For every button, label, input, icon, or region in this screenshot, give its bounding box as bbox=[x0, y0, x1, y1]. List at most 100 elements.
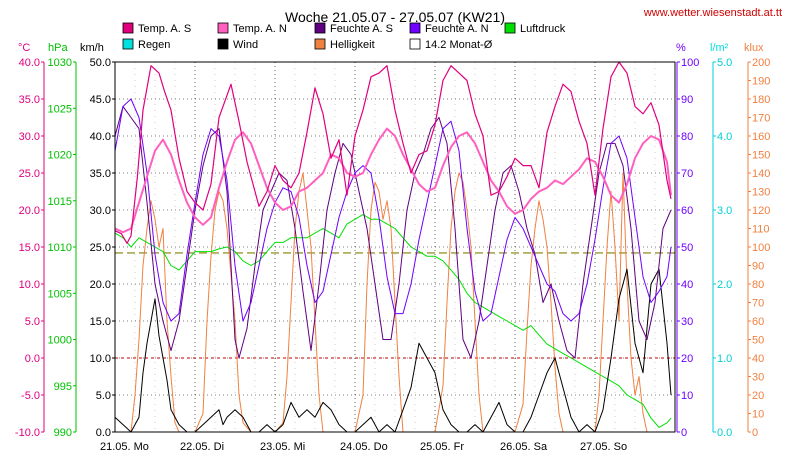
temp-tick: 5.0 bbox=[25, 316, 40, 328]
x-tick-label: 23.05. Mi bbox=[260, 441, 305, 453]
series-temp-a-n bbox=[114, 127, 672, 234]
source-url: www.wetter.wiesenstadt.at.tt bbox=[643, 7, 782, 19]
series-wind bbox=[114, 268, 672, 433]
light-tick: 120 bbox=[752, 205, 770, 217]
series-luftdruck bbox=[114, 214, 672, 428]
temp-tick: 20.0 bbox=[19, 205, 40, 217]
temp-tick: -5.0 bbox=[21, 390, 40, 402]
wind-tick: 50.0 bbox=[90, 57, 111, 69]
unit-pressure: hPa bbox=[48, 42, 68, 54]
reference-lines bbox=[115, 252, 675, 359]
light-tick: 90 bbox=[752, 261, 764, 273]
humidity-tick: 50 bbox=[681, 242, 693, 254]
humidity-tick: 10 bbox=[681, 390, 693, 402]
legend-label: Regen bbox=[138, 39, 170, 51]
unit-rain: l/m² bbox=[710, 42, 729, 54]
temp-tick: 25.0 bbox=[19, 168, 40, 180]
wind-tick: 30.0 bbox=[90, 205, 111, 217]
light-tick: 20 bbox=[752, 390, 764, 402]
humidity-tick: 80 bbox=[681, 131, 693, 143]
pressure-tick: 1015 bbox=[48, 196, 72, 208]
temp-tick: 40.0 bbox=[19, 57, 40, 69]
pressure-tick: 995 bbox=[54, 381, 72, 393]
legend-label: 14.2 Monat-Ø bbox=[425, 39, 493, 51]
legend-swatch bbox=[504, 22, 516, 34]
legend-label: Helligkeit bbox=[330, 39, 375, 51]
light-tick: 190 bbox=[752, 76, 770, 88]
unit-humidity: % bbox=[676, 42, 686, 54]
temp-tick: 15.0 bbox=[19, 242, 40, 254]
legend-label: Wind bbox=[233, 39, 258, 51]
wind-tick: 0.0 bbox=[96, 427, 111, 439]
pressure-tick: 1030 bbox=[48, 57, 72, 69]
unit-wind: km/h bbox=[80, 42, 104, 54]
light-tick: 180 bbox=[752, 94, 770, 106]
legend-label: Temp. A. S bbox=[138, 23, 191, 35]
light-tick: 170 bbox=[752, 113, 770, 125]
wind-tick: 15.0 bbox=[90, 316, 111, 328]
rain-tick: 5.0 bbox=[717, 57, 732, 69]
humidity-tick: 100 bbox=[681, 57, 699, 69]
light-tick: 0 bbox=[752, 427, 758, 439]
pressure-tick: 1005 bbox=[48, 288, 72, 300]
pressure-tick: 1000 bbox=[48, 335, 72, 347]
x-tick-label: 26.05. Sa bbox=[500, 441, 548, 453]
light-tick: 160 bbox=[752, 131, 770, 143]
wind-tick: 25.0 bbox=[90, 242, 111, 254]
rain-tick: 4.0 bbox=[717, 131, 732, 143]
x-tick-label: 24.05. Do bbox=[340, 441, 388, 453]
light-tick: 40 bbox=[752, 353, 764, 365]
pressure-tick: 990 bbox=[54, 427, 72, 439]
legend-swatch bbox=[314, 38, 326, 50]
wind-tick: 5.0 bbox=[96, 390, 111, 402]
light-tick: 140 bbox=[752, 168, 770, 180]
legend-swatch bbox=[122, 38, 134, 50]
humidity-tick: 90 bbox=[681, 94, 693, 106]
light-tick: 200 bbox=[752, 57, 770, 69]
rain-tick: 2.0 bbox=[717, 279, 732, 291]
legend-swatch bbox=[409, 22, 421, 34]
y-axes: 40.0 35.0 30.0 25.0 20.0 15.0 10.0 5.0 0.0 -5.0 -1… bbox=[15, 57, 770, 439]
series-feuchte-a-s bbox=[114, 105, 672, 359]
light-tick: 80 bbox=[752, 279, 764, 291]
rain-tick: 3.0 bbox=[717, 205, 732, 217]
legend-swatch bbox=[409, 38, 421, 50]
wind-tick: 45.0 bbox=[90, 94, 111, 106]
x-axis: 21.05. Mo 22.05. Di 23.05. Mi 24.05. Do 25.0… bbox=[100, 441, 627, 453]
pressure-tick: 1010 bbox=[48, 242, 72, 254]
legend-label: Temp. A. N bbox=[233, 23, 287, 35]
legend: Temp. A. S Temp. A. N Feuchte A. S Feuchte … bbox=[122, 22, 566, 51]
humidity-tick: 40 bbox=[681, 279, 693, 291]
humidity-tick: 70 bbox=[681, 168, 693, 180]
rain-tick: 1.0 bbox=[717, 353, 732, 365]
humidity-tick: 0 bbox=[681, 427, 687, 439]
x-tick-label: 22.05. Di bbox=[180, 441, 224, 453]
light-tick: 100 bbox=[752, 242, 770, 254]
wind-tick: 20.0 bbox=[90, 279, 111, 291]
unit-light: klux bbox=[744, 42, 764, 54]
temp-tick: 10.0 bbox=[19, 279, 40, 291]
wind-tick: 35.0 bbox=[90, 168, 111, 180]
temp-tick: 0.0 bbox=[25, 353, 40, 365]
temp-tick: 30.0 bbox=[19, 131, 40, 143]
pressure-tick: 1025 bbox=[48, 103, 72, 115]
legend-label: Feuchte A. N bbox=[425, 23, 489, 35]
legend-label: Luftdruck bbox=[520, 23, 566, 35]
unit-temp: °C bbox=[18, 42, 30, 54]
light-tick: 70 bbox=[752, 298, 764, 310]
wind-tick: 10.0 bbox=[90, 353, 111, 365]
light-tick: 150 bbox=[752, 150, 770, 162]
humidity-tick: 60 bbox=[681, 205, 693, 217]
x-tick-label: 21.05. Mo bbox=[100, 441, 149, 453]
light-tick: 50 bbox=[752, 335, 764, 347]
humidity-tick: 20 bbox=[681, 353, 693, 365]
legend-swatch bbox=[314, 22, 326, 34]
plot-frame bbox=[114, 61, 676, 433]
temp-tick: 35.0 bbox=[19, 94, 40, 106]
humidity-tick: 30 bbox=[681, 316, 693, 328]
legend-swatch bbox=[122, 22, 134, 34]
chart-title: Woche 21.05.07 - 27.05.07 (KW21) bbox=[285, 9, 505, 25]
legend-label: Feuchte A. S bbox=[330, 23, 393, 35]
series-feuchte-a-n bbox=[114, 98, 672, 322]
